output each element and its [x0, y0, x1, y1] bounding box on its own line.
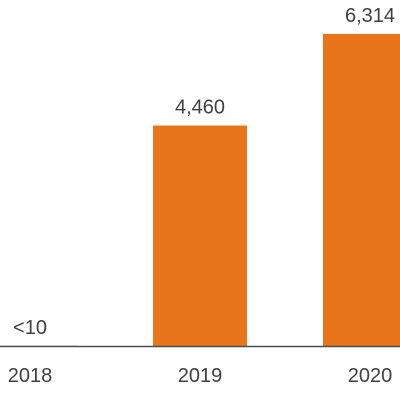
- x-tick-label-2018: 2018: [8, 365, 53, 387]
- data-label-2018: <10: [13, 317, 47, 339]
- bar-2020: [323, 33, 400, 347]
- x-tick-labels-group: 2018 2019 2020: [8, 365, 393, 387]
- data-label-2020: 6,314: [345, 5, 395, 27]
- data-label-2019: 4,460: [175, 97, 225, 119]
- x-tick-label-2020: 2020: [348, 365, 393, 387]
- x-tick-label-2019: 2019: [178, 365, 223, 387]
- data-labels-group: <10 4,460 6,314: [13, 5, 395, 339]
- bar-2019: [153, 125, 247, 346]
- bars-group: [0, 33, 400, 347]
